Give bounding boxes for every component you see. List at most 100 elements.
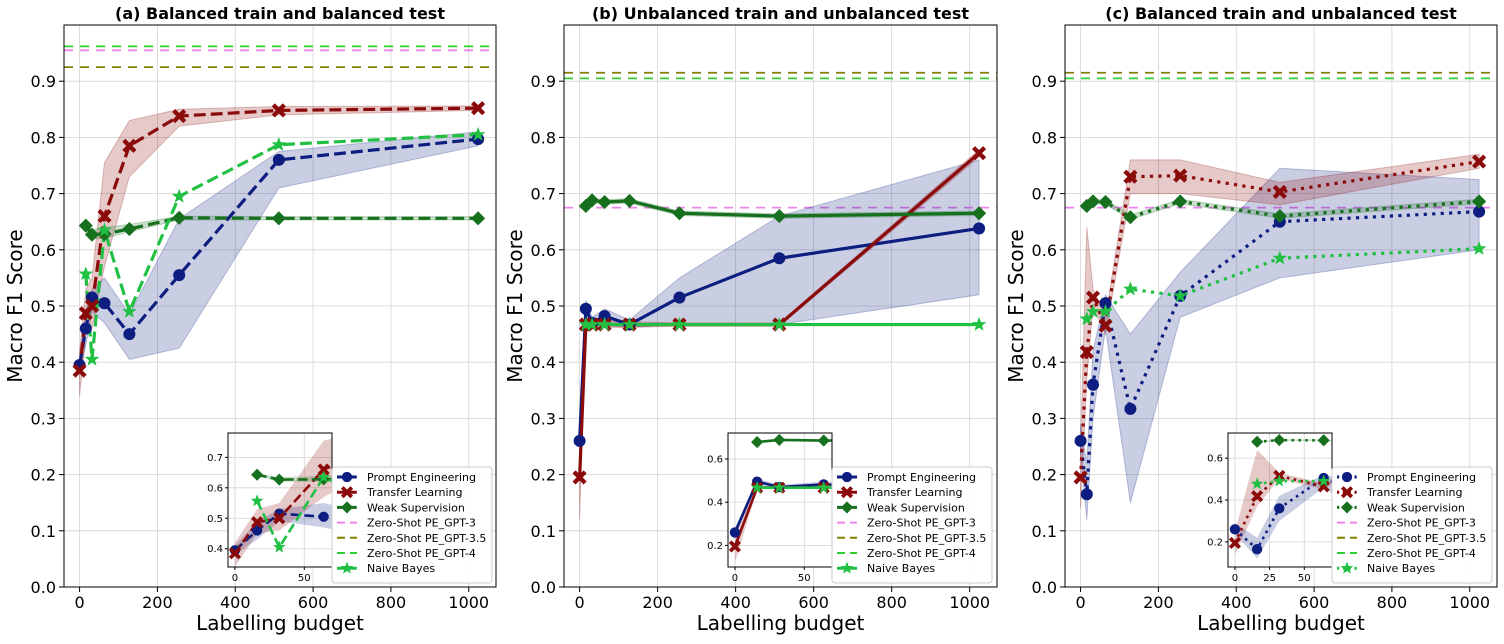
inset-data-point — [251, 516, 264, 529]
y-tick-label: 0.8 — [1032, 128, 1057, 147]
chart-title: (c) Balanced train and unbalanced test — [1105, 4, 1457, 23]
inset-data-point — [817, 434, 830, 447]
inset-y-tick-label: 0.5 — [207, 514, 223, 525]
data-point — [1123, 169, 1138, 184]
y-tick-label: 0.4 — [531, 353, 556, 372]
data-point — [772, 316, 787, 331]
panel-1: 0 200 400 600 800 1000 0.0 0.1 0.2 0.3 0.4 0.5 0.6 0.… — [503, 4, 998, 635]
inset-data-point — [772, 481, 786, 494]
x-axis-label: Labelling budget — [1197, 611, 1365, 635]
data-point — [1085, 290, 1101, 305]
data-point — [1471, 241, 1487, 255]
x-tick-label: 200 — [142, 593, 173, 612]
legend-label: Zero-Shot PE_GPT-3.5 — [367, 532, 486, 545]
inset-content — [228, 438, 332, 567]
inset-chart: 0 50 0.4 0.5 0.6 0.7 — [207, 432, 333, 584]
x-tick-label: 800 — [1377, 593, 1408, 612]
inset-data-point — [1229, 524, 1241, 535]
data-point — [1124, 402, 1137, 415]
legend-label: Naive Bayes — [867, 562, 935, 575]
x-tick-label: 200 — [1143, 593, 1174, 612]
inset-band — [234, 438, 332, 567]
confidence-band — [1080, 153, 1480, 509]
inset-data-point — [228, 547, 241, 560]
y-tick-label: 0.4 — [31, 353, 56, 372]
inset-data-point — [317, 470, 330, 483]
legend-label: Naive Bayes — [367, 562, 435, 575]
x-tick-label: 1000 — [949, 593, 990, 612]
data-point — [272, 153, 285, 166]
data-point — [773, 252, 786, 265]
data-point — [271, 137, 287, 151]
x-tick-label: 800 — [376, 593, 407, 612]
inset-data-point — [1251, 544, 1263, 555]
data-point — [1472, 194, 1487, 209]
data-point — [672, 316, 687, 331]
inset-series-line — [233, 464, 332, 555]
y-tick-label: 0.5 — [1032, 297, 1057, 316]
inset-data-point — [273, 473, 286, 486]
data-point — [122, 221, 137, 237]
data-point — [72, 363, 87, 378]
data-point — [271, 103, 286, 118]
y-tick-label: 0.5 — [31, 297, 56, 316]
panel-2: 0 200 400 600 800 1000 0.0 0.1 0.2 0.3 0.4 0.5 0.6 0.… — [1004, 4, 1498, 635]
legend-label: Transfer Learning — [366, 486, 462, 499]
inset-data-point — [773, 433, 786, 446]
legend-label: Zero-Shot PE_GPT-4 — [867, 547, 976, 560]
data-point — [672, 206, 687, 221]
inset-y-tick-label: 0.2 — [707, 541, 723, 552]
data-point — [1098, 318, 1113, 333]
plot-content — [1065, 71, 1497, 520]
legend-label: Naive Bayes — [1367, 562, 1435, 575]
data-point — [597, 194, 612, 210]
y-tick-label: 0.0 — [1032, 578, 1057, 597]
legend: Prompt Engineering Transfer Learning Weak … — [1331, 466, 1493, 584]
data-point — [171, 188, 187, 203]
data-point — [622, 193, 637, 208]
data-point — [84, 227, 100, 242]
data-point — [470, 126, 486, 141]
data-point — [971, 206, 987, 221]
inset-content — [1228, 434, 1332, 559]
inset-chart: 0 25 50 0.2 0.4 0.6 — [1207, 432, 1333, 584]
data-point — [573, 434, 586, 447]
inset-data-point — [1272, 474, 1286, 487]
data-point — [1085, 303, 1101, 318]
legend-marker — [340, 561, 354, 574]
legend-box — [331, 466, 493, 584]
x-tick-label: 600 — [1299, 593, 1330, 612]
legend-label: Transfer Learning — [1366, 486, 1462, 499]
inset-data-point — [1251, 435, 1264, 448]
inset-data-point — [817, 481, 830, 494]
data-point — [1272, 184, 1287, 199]
legend-box — [831, 466, 993, 584]
data-point — [172, 210, 187, 225]
data-point — [971, 146, 987, 161]
inset-data-point — [1317, 474, 1330, 487]
y-tick-label: 0.0 — [31, 578, 56, 597]
data-point — [772, 209, 787, 224]
data-point — [971, 316, 987, 331]
legend-marker — [340, 486, 354, 499]
x-tick-label: 200 — [642, 593, 673, 612]
inset-data-point — [728, 540, 741, 553]
data-point — [122, 303, 137, 318]
y-axis-label: Macro F1 Score — [1004, 229, 1028, 383]
data-point — [1086, 378, 1100, 391]
legend-label: Zero-Shot PE_GPT-3 — [367, 517, 476, 530]
data-point — [123, 328, 136, 341]
legend-marker — [341, 471, 353, 483]
inset-x-tick-label: 50 — [1298, 573, 1311, 584]
legend-marker — [1340, 561, 1354, 574]
y-tick-label: 0.3 — [31, 409, 56, 428]
data-point — [97, 209, 112, 224]
legend-label: Zero-Shot PE_GPT-3.5 — [867, 532, 986, 545]
legend: Prompt Engineering Transfer Learning Weak … — [831, 466, 993, 584]
data-point — [597, 316, 612, 331]
data-point — [1073, 470, 1088, 485]
data-point — [172, 108, 187, 124]
data-point — [584, 316, 600, 331]
